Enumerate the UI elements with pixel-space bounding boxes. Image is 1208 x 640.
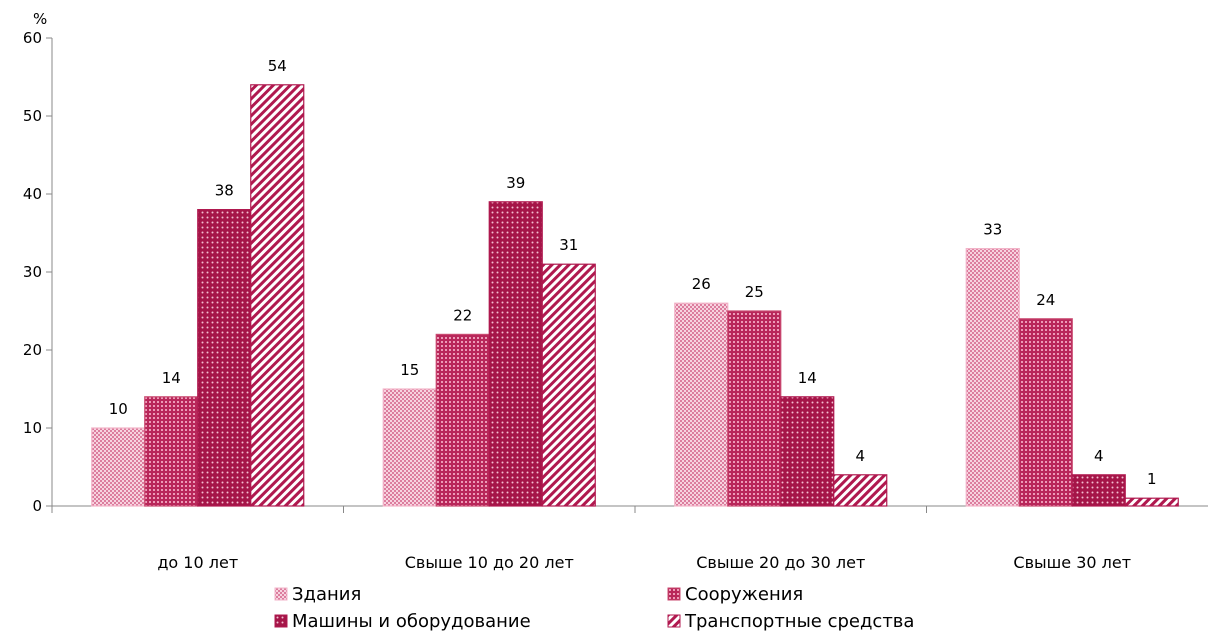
data-label: 22 bbox=[453, 306, 472, 324]
y-tick-label: 20 bbox=[23, 341, 42, 359]
y-tick-label: 40 bbox=[23, 185, 42, 203]
x-category-label: до 10 лет bbox=[157, 553, 238, 572]
legend: Здания Сооружения Машины и оборудование Тра… bbox=[274, 584, 914, 632]
bar-3-2 bbox=[488, 201, 543, 507]
data-label: 4 bbox=[1094, 447, 1104, 465]
legend-label: Транспортные средства bbox=[684, 611, 914, 632]
bar-1-2 bbox=[382, 388, 437, 507]
data-label: 14 bbox=[162, 369, 181, 387]
data-label: 31 bbox=[559, 236, 578, 254]
legend-swatch bbox=[667, 587, 681, 601]
bar-2-2 bbox=[435, 333, 490, 507]
data-label: 54 bbox=[268, 57, 287, 75]
legend-label: Здания bbox=[292, 584, 361, 605]
bar-4-4 bbox=[1124, 497, 1179, 507]
legend-swatch bbox=[274, 587, 288, 601]
x-category-label: Свыше 30 лет bbox=[1013, 553, 1131, 572]
legend-swatch bbox=[667, 614, 681, 628]
data-label: 15 bbox=[400, 361, 419, 379]
data-label: 10 bbox=[109, 400, 128, 418]
data-label: 14 bbox=[798, 369, 817, 387]
bar-2-3 bbox=[727, 310, 782, 507]
bar-1-3 bbox=[674, 302, 729, 507]
bar-3-4 bbox=[1071, 474, 1126, 507]
y-tick-label: 50 bbox=[23, 107, 42, 125]
data-label: 4 bbox=[855, 447, 865, 465]
y-tick-label: 60 bbox=[23, 29, 42, 47]
bar-1-1 bbox=[91, 427, 146, 507]
legend-label: Сооружения bbox=[685, 584, 803, 605]
bar-2-1 bbox=[144, 396, 199, 507]
bar-4-3 bbox=[833, 474, 888, 507]
legend-swatch bbox=[274, 614, 288, 628]
bars-group bbox=[91, 84, 1179, 507]
y-tick-label: 30 bbox=[23, 263, 42, 281]
y-tick-label: 0 bbox=[32, 497, 42, 515]
x-category-label: Свыше 20 до 30 лет bbox=[696, 553, 865, 572]
bar-4-1 bbox=[250, 84, 305, 507]
data-label: 26 bbox=[692, 275, 711, 293]
y-axis-label: % bbox=[33, 10, 47, 28]
data-label: 24 bbox=[1036, 291, 1055, 309]
bar-1-4 bbox=[965, 248, 1020, 507]
y-tick-label: 10 bbox=[23, 419, 42, 437]
bar-3-3 bbox=[780, 396, 835, 507]
bar-2-4 bbox=[1018, 318, 1073, 507]
x-category-label: Свыше 10 до 20 лет bbox=[405, 553, 574, 572]
data-label: 38 bbox=[215, 182, 234, 200]
bar-4-2 bbox=[541, 263, 596, 507]
data-label: 25 bbox=[745, 283, 764, 301]
legend-label: Машины и оборудование bbox=[292, 611, 531, 632]
data-label: 1 bbox=[1147, 470, 1157, 488]
data-label: 33 bbox=[983, 221, 1002, 239]
bar-3-1 bbox=[197, 209, 252, 507]
data-label: 39 bbox=[506, 174, 525, 192]
